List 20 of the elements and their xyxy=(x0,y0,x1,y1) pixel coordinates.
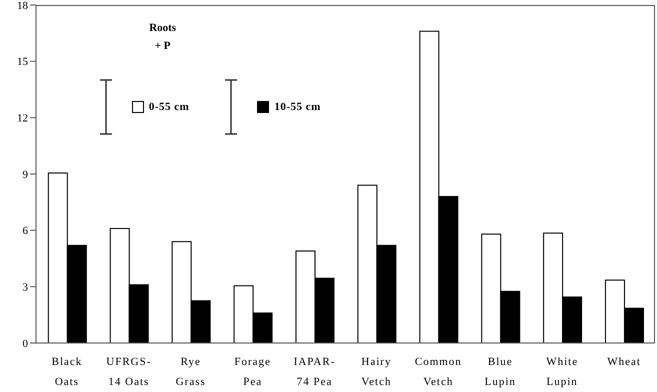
y-tick-label: 0 xyxy=(22,338,28,350)
x-tick-label: IAPAR- 74 Pea xyxy=(294,356,336,388)
x-tick-label: Hairy Vetch xyxy=(361,356,392,388)
x-tick-label: Wheat xyxy=(607,356,641,368)
annotation: Roots + P xyxy=(148,21,178,54)
y-tick-label: 6 xyxy=(22,225,28,238)
x-tick-label: White Lupin xyxy=(546,356,578,388)
y-tick-label: 15 xyxy=(17,56,28,68)
y-tick-label: 3 xyxy=(22,282,28,294)
legend-label: 0-55 cm xyxy=(148,101,190,114)
legend-label: 10-55 cm xyxy=(274,101,321,114)
x-tick-label: Rye Grass xyxy=(176,356,206,388)
y-tick-label: 18 xyxy=(17,0,28,12)
x-tick-label: UFRGS- 14 Oats xyxy=(106,356,152,388)
x-tick-label: Forage Pea xyxy=(234,356,271,388)
x-tick-label: Blue Lupin xyxy=(484,356,516,388)
y-tick-label: 12 xyxy=(17,112,28,125)
x-tick-label: Common Vetch xyxy=(414,356,462,388)
y-tick-label: 9 xyxy=(22,168,28,181)
x-tick-label: Black Oats xyxy=(52,356,82,388)
